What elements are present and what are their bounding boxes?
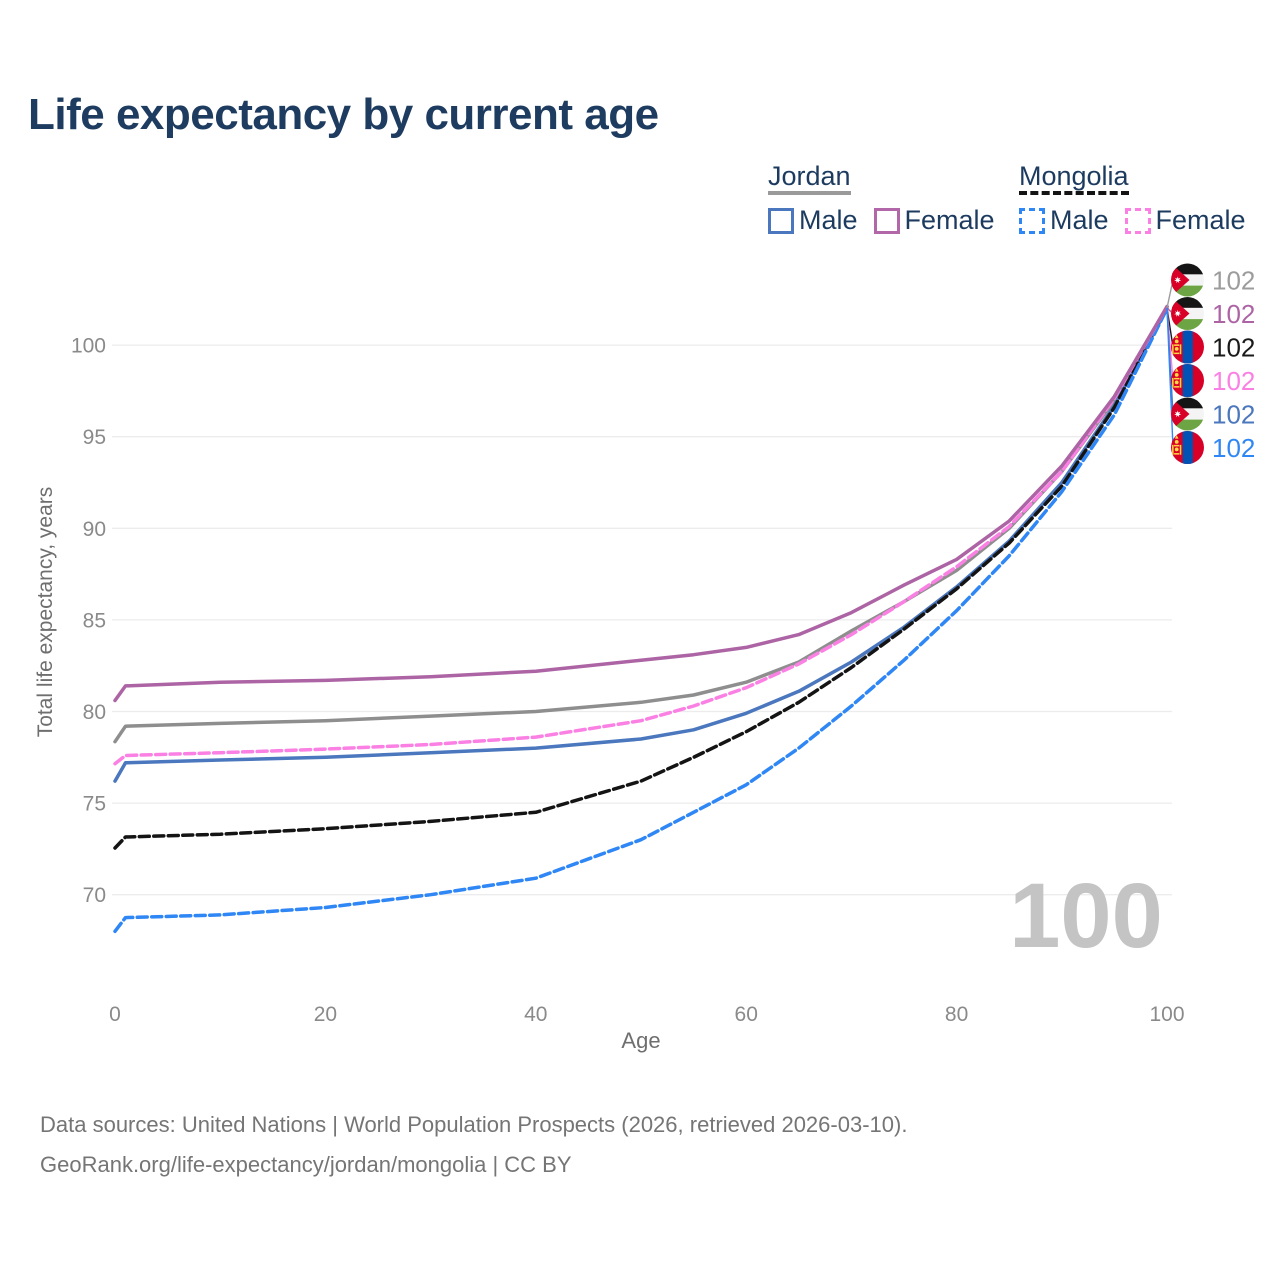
y-tick-label: 100 <box>71 335 106 358</box>
end-value-label: 102 <box>1212 433 1255 463</box>
legend-country-mongolia[interactable]: Mongolia <box>1019 163 1129 195</box>
x-tick-label: 40 <box>524 1003 547 1026</box>
x-tick-label: 0 <box>109 1003 121 1026</box>
legend-group-jordan: Jordan Male Female <box>768 163 1011 234</box>
legend-label-jordan-female: Female <box>904 205 995 235</box>
y-tick-label: 90 <box>83 518 106 541</box>
end-value-label: 102 <box>1212 299 1255 329</box>
end-value-label: 102 <box>1212 333 1255 363</box>
flag-mongolia-icon <box>1171 431 1204 464</box>
legend-group-mongolia: Mongolia Male Female <box>1019 163 1262 234</box>
flag-jordan-icon <box>1171 397 1204 431</box>
legend-country-jordan[interactable]: Jordan <box>768 163 851 195</box>
y-tick-label: 85 <box>83 609 106 632</box>
attribution-line: GeoRank.org/life-expectancy/jordan/mongo… <box>40 1152 572 1177</box>
legend-swatch-jordan-male <box>768 207 794 234</box>
x-tick-label: 80 <box>945 1003 968 1026</box>
series-line-mongolia-male[interactable] <box>113 306 1169 934</box>
series-line-mongolia-female[interactable] <box>113 304 1169 766</box>
legend-item-mongolia-male[interactable]: Male <box>1019 207 1109 234</box>
x-axis-title: Age <box>621 1028 661 1053</box>
legend-item-mongolia-female[interactable]: Female <box>1124 205 1246 235</box>
legend-item-jordan-female[interactable]: Female <box>873 205 995 235</box>
x-tick-label: 20 <box>314 1003 337 1026</box>
data-sources-line: Data sources: United Nations | World Pop… <box>40 1112 908 1137</box>
y-tick-label: 80 <box>83 701 106 724</box>
y-axis-title: Total life expectancy, years <box>34 486 57 738</box>
end-value-label: 102 <box>1212 366 1255 396</box>
flag-jordan-icon <box>1171 263 1204 297</box>
flag-mongolia-icon <box>1171 330 1204 364</box>
current-age-watermark: 100 <box>1009 865 1163 967</box>
legend-swatch-mongolia-female <box>1124 207 1151 234</box>
legend-label-jordan-male: Male <box>799 205 858 235</box>
y-tick-label: 70 <box>83 884 106 907</box>
end-value-label: 102 <box>1212 266 1255 296</box>
y-tick-label: 95 <box>83 426 106 449</box>
end-value-label: 102 <box>1212 400 1255 430</box>
x-tick-label: 60 <box>735 1003 758 1026</box>
legend-label-mongolia-male: Male <box>1050 205 1109 235</box>
y-tick-label: 75 <box>83 793 106 816</box>
series-line-mongolia-both-sexes[interactable] <box>113 306 1169 850</box>
flag-mongolia-icon <box>1171 364 1204 397</box>
legend-label-mongolia-female: Female <box>1155 205 1246 235</box>
legend-swatch-jordan-female <box>873 207 900 234</box>
x-tick-label: 100 <box>1149 1003 1184 1026</box>
series-line-jordan-female[interactable] <box>113 304 1169 703</box>
page-title: Life expectancy by current age <box>28 90 659 139</box>
flag-jordan-icon <box>1171 297 1204 330</box>
legend-item-jordan-male[interactable]: Male <box>768 207 858 234</box>
legend-swatch-mongolia-male <box>1019 207 1045 234</box>
